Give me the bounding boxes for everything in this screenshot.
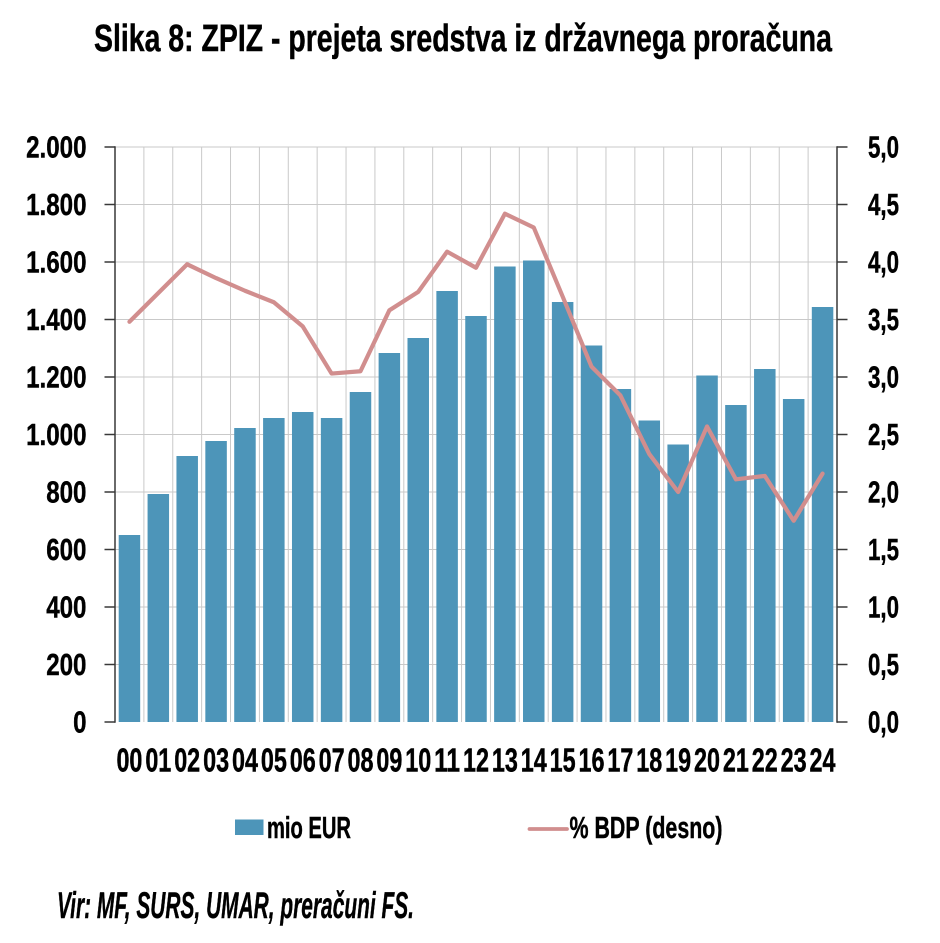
svg-text:1.200: 1.200	[26, 360, 86, 395]
svg-text:00: 00	[116, 742, 142, 779]
svg-text:24: 24	[810, 742, 836, 779]
svg-text:09: 09	[376, 742, 402, 779]
svg-text:4,0: 4,0	[868, 245, 899, 280]
svg-text:1.800: 1.800	[26, 187, 86, 222]
svg-text:08: 08	[347, 742, 373, 779]
svg-text:1.400: 1.400	[26, 302, 86, 337]
svg-text:5,0: 5,0	[868, 130, 899, 165]
svg-text:07: 07	[319, 742, 345, 779]
svg-text:18: 18	[636, 742, 662, 779]
svg-text:4,5: 4,5	[868, 187, 899, 222]
svg-text:17: 17	[607, 742, 633, 779]
svg-text:200: 200	[46, 647, 86, 682]
svg-text:1,0: 1,0	[868, 590, 899, 625]
svg-text:800: 800	[46, 475, 86, 510]
svg-text:2,0: 2,0	[868, 475, 899, 510]
svg-text:0: 0	[73, 705, 86, 740]
svg-text:400: 400	[46, 590, 86, 625]
svg-text:% BDP (desno): % BDP (desno)	[570, 810, 723, 845]
svg-text:Slika 8: ZPIZ - prejeta sredst: Slika 8: ZPIZ - prejeta sredstva iz drža…	[94, 18, 833, 60]
svg-text:2,5: 2,5	[868, 417, 899, 452]
svg-text:19: 19	[665, 742, 691, 779]
svg-text:06: 06	[290, 742, 316, 779]
svg-text:03: 03	[203, 742, 229, 779]
svg-text:1,5: 1,5	[868, 532, 899, 567]
svg-text:2.000: 2.000	[26, 130, 86, 165]
svg-text:11: 11	[434, 742, 460, 779]
svg-text:05: 05	[261, 742, 287, 779]
svg-text:mio EUR: mio EUR	[267, 810, 351, 845]
svg-text:22: 22	[752, 742, 778, 779]
svg-text:1.000: 1.000	[26, 417, 86, 452]
svg-text:01: 01	[145, 742, 171, 779]
svg-text:20: 20	[694, 742, 720, 779]
svg-text:3,5: 3,5	[868, 302, 899, 337]
svg-text:0,5: 0,5	[868, 647, 899, 682]
svg-text:14: 14	[521, 742, 547, 779]
svg-text:23: 23	[781, 742, 807, 779]
svg-text:12: 12	[463, 742, 489, 779]
svg-text:04: 04	[232, 742, 258, 779]
svg-text:0,0: 0,0	[868, 705, 899, 740]
svg-text:02: 02	[174, 742, 200, 779]
svg-text:21: 21	[723, 742, 749, 779]
svg-text:10: 10	[405, 742, 431, 779]
svg-text:Vir: MF, SURS, UMAR, preračuni: Vir: MF, SURS, UMAR, preračuni FS.	[57, 885, 414, 926]
svg-text:600: 600	[46, 532, 86, 567]
svg-text:13: 13	[492, 742, 518, 779]
svg-text:16: 16	[579, 742, 605, 779]
svg-text:15: 15	[550, 742, 576, 779]
svg-text:3,0: 3,0	[868, 360, 899, 395]
svg-text:1.600: 1.600	[26, 245, 86, 280]
